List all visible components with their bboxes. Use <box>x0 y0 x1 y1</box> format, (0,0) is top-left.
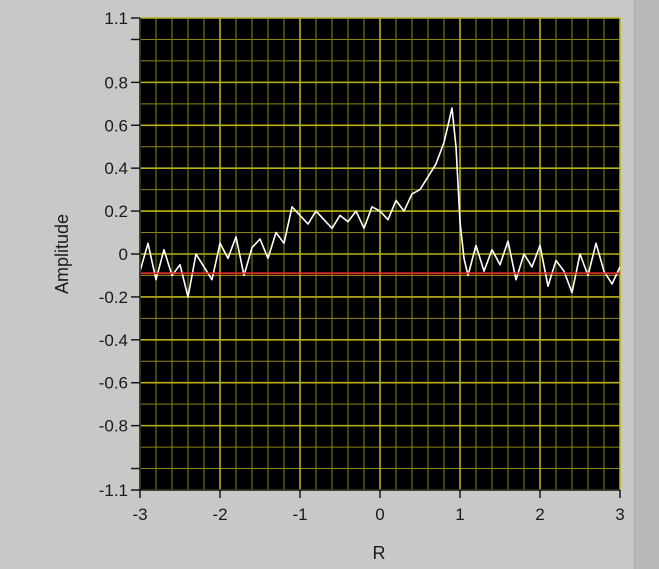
x-tick-label: 0 <box>375 505 384 524</box>
y-tick-label: 0.8 <box>104 73 128 92</box>
x-tick-label: -1 <box>292 505 307 524</box>
y-tick-label: -0.2 <box>99 288 128 307</box>
y-tick-label: 1.1 <box>104 9 128 28</box>
x-axis-title: R <box>373 543 386 563</box>
x-tick-label: -2 <box>212 505 227 524</box>
axes <box>131 17 621 498</box>
x-tick-label: 2 <box>535 505 544 524</box>
signal-trace <box>139 107 621 298</box>
y-tick-label: -0.6 <box>99 374 128 393</box>
y-axis-title: Amplitude <box>52 214 72 294</box>
y-tick-label: 0.4 <box>104 159 128 178</box>
y-tick-label: -1.1 <box>99 481 128 500</box>
y-tick-label: 0.2 <box>104 202 128 221</box>
graph-frame-edge <box>634 0 659 569</box>
x-tick-label: -3 <box>132 505 147 524</box>
x-tick-label: 3 <box>615 505 624 524</box>
y-tick-label: 0 <box>119 245 128 264</box>
tick-labels: 1.1 0.8 0.6 0.4 0.2 0 -0.2 -0.4 -0.6 -0.8 -1.1-3 -2… <box>99 9 625 524</box>
y-tick-label: 0.6 <box>104 116 128 135</box>
series-layer <box>139 107 621 298</box>
y-tick-label: -0.4 <box>99 331 128 350</box>
y-tick-label: -0.8 <box>99 417 128 436</box>
x-tick-label: 1 <box>455 505 464 524</box>
